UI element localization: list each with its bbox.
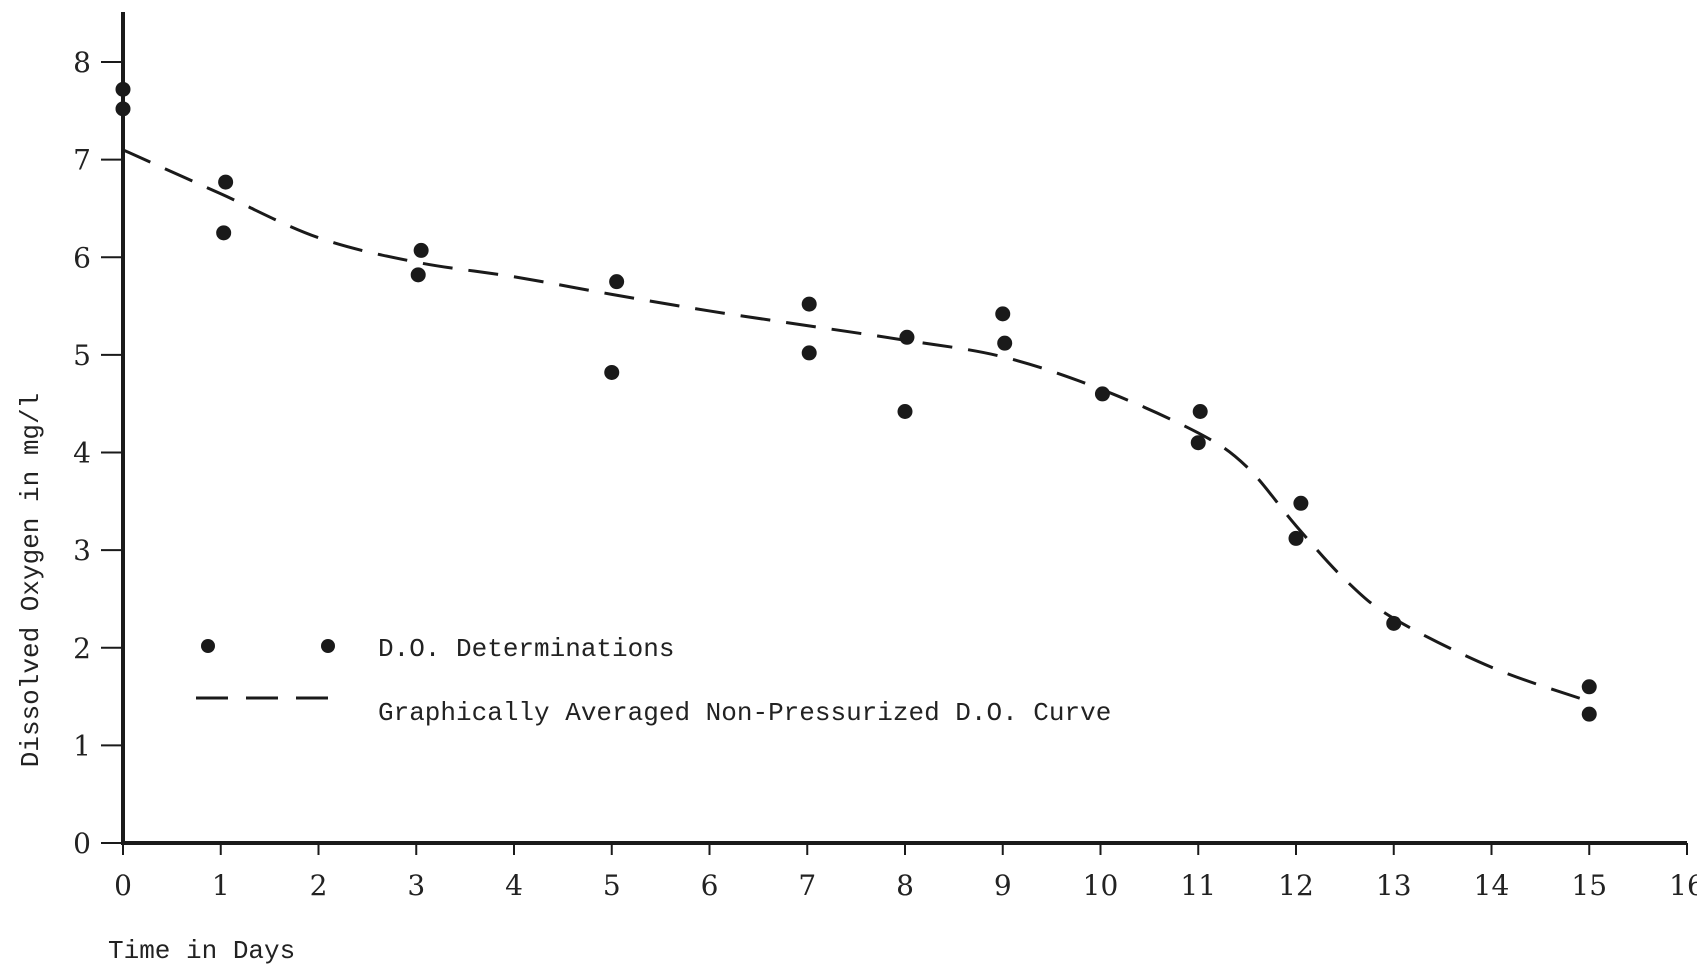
x-tick-label-14: 14: [1474, 869, 1510, 902]
data-point-19: [1386, 615, 1402, 631]
y-tick-label-1: 1: [73, 729, 91, 762]
data-point-10: [899, 329, 915, 345]
x-tick-label-13: 13: [1376, 869, 1412, 902]
data-point-14: [1094, 386, 1110, 402]
data-point-21: [1581, 706, 1597, 722]
data-point-4: [413, 242, 429, 258]
data-point-6: [609, 274, 625, 290]
data-point-20: [1581, 679, 1597, 695]
x-tick-label-8: 8: [896, 869, 914, 902]
x-axis-title: Time in Days: [108, 936, 295, 966]
legend-marker-1: [201, 639, 215, 653]
x-tick-label-9: 9: [994, 869, 1012, 902]
data-point-13: [997, 335, 1013, 351]
x-tick-label-7: 7: [798, 869, 816, 902]
x-tick-label-16: 16: [1669, 869, 1697, 902]
legend: D.O. Determinations Graphically Averaged…: [196, 634, 1111, 728]
y-tick-label-4: 4: [73, 437, 91, 470]
x-tick-label-6: 6: [701, 869, 719, 902]
data-point-12: [995, 306, 1011, 322]
x-tick-label-5: 5: [603, 869, 621, 902]
y-tick-label-5: 5: [73, 339, 91, 372]
x-tick-label-4: 4: [505, 869, 523, 902]
y-ticks: 0 1 2 3 4 5 6 7 8: [73, 46, 123, 860]
series-layer: [115, 81, 1597, 722]
y-tick-label-2: 2: [73, 632, 91, 665]
y-tick-label-6: 6: [73, 241, 91, 274]
data-point-5: [410, 267, 426, 283]
y-axis-title: Dissolved Oxygen in mg/l: [16, 393, 46, 767]
x-ticks: 0 1 2 3 4 5 6 7 8 9 10 11 12 13 14 15 16: [114, 843, 1697, 902]
x-tick-label-3: 3: [407, 869, 425, 902]
data-point-8: [801, 296, 817, 312]
data-point-9: [801, 345, 817, 361]
x-tick-label-0: 0: [114, 869, 132, 902]
data-point-2: [218, 174, 234, 190]
data-point-16: [1190, 435, 1206, 451]
data-point-0: [115, 81, 131, 97]
x-tick-label-1: 1: [212, 869, 230, 902]
series-line-averaged-curve: [122, 148, 1590, 703]
data-point-1: [115, 101, 131, 117]
data-point-17: [1293, 495, 1309, 511]
legend-label-determinations: D.O. Determinations: [378, 634, 674, 664]
x-tick-label-12: 12: [1278, 869, 1314, 902]
data-point-7: [604, 364, 620, 380]
x-tick-label-10: 10: [1083, 869, 1119, 902]
y-tick-label-0: 0: [73, 827, 91, 860]
data-point-15: [1192, 403, 1208, 419]
x-tick-label-15: 15: [1571, 869, 1607, 902]
legend-label-curve: Graphically Averaged Non-Pressurized D.O…: [378, 698, 1111, 728]
x-tick-label-2: 2: [310, 869, 328, 902]
x-tick-label-11: 11: [1180, 869, 1216, 902]
y-tick-label-7: 7: [73, 144, 91, 177]
y-tick-label-8: 8: [73, 46, 91, 79]
legend-marker-2: [321, 639, 335, 653]
data-point-3: [216, 225, 232, 241]
data-point-18: [1288, 530, 1304, 546]
data-point-11: [897, 403, 913, 419]
y-tick-label-3: 3: [73, 534, 91, 567]
